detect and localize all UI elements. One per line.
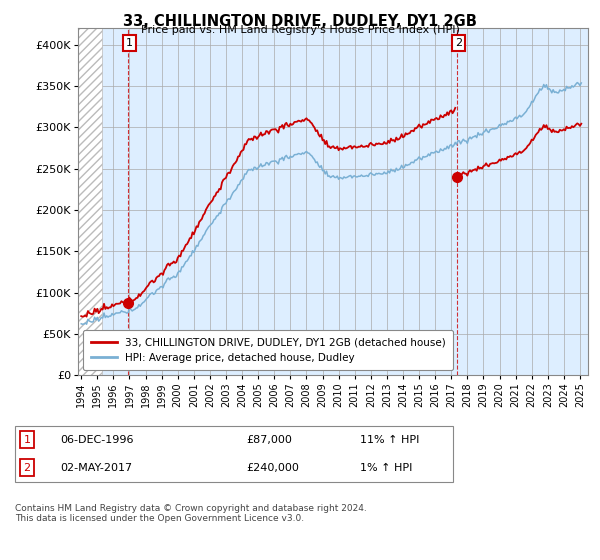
Text: 2: 2 — [23, 463, 31, 473]
Text: 2: 2 — [455, 38, 462, 48]
Text: 1% ↑ HPI: 1% ↑ HPI — [360, 463, 412, 473]
Text: £87,000: £87,000 — [246, 435, 292, 445]
Text: 02-MAY-2017: 02-MAY-2017 — [60, 463, 132, 473]
Text: 1: 1 — [23, 435, 31, 445]
Text: 1: 1 — [126, 38, 133, 48]
Text: 11% ↑ HPI: 11% ↑ HPI — [360, 435, 419, 445]
Legend: 33, CHILLINGTON DRIVE, DUDLEY, DY1 2GB (detached house), HPI: Average price, det: 33, CHILLINGTON DRIVE, DUDLEY, DY1 2GB (… — [83, 330, 453, 370]
Text: £240,000: £240,000 — [246, 463, 299, 473]
Text: Price paid vs. HM Land Registry's House Price Index (HPI): Price paid vs. HM Land Registry's House … — [140, 25, 460, 35]
Text: Contains HM Land Registry data © Crown copyright and database right 2024.
This d: Contains HM Land Registry data © Crown c… — [15, 504, 367, 524]
Text: 06-DEC-1996: 06-DEC-1996 — [60, 435, 133, 445]
Text: 33, CHILLINGTON DRIVE, DUDLEY, DY1 2GB: 33, CHILLINGTON DRIVE, DUDLEY, DY1 2GB — [123, 14, 477, 29]
